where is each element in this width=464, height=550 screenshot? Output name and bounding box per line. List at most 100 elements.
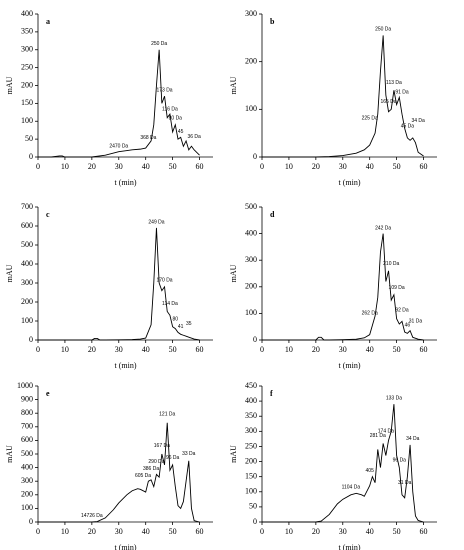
x-tick-label: 60: [420, 162, 428, 171]
chromatogram-line: [262, 404, 424, 523]
x-tick-label: 30: [339, 162, 347, 171]
peak-annotation: 281 Da: [370, 433, 386, 439]
y-tick-label: 250: [245, 441, 257, 450]
x-tick-label: 0: [36, 345, 40, 354]
y-axis-label: mAU: [229, 76, 238, 94]
x-axis-label: t (min): [339, 543, 361, 550]
x-tick-label: 20: [88, 345, 96, 354]
y-tick-label: 200: [21, 80, 33, 89]
y-tick-label: 400: [21, 9, 33, 18]
y-tick-label: 0: [253, 335, 257, 344]
peak-annotation: 170 Da: [156, 277, 172, 283]
peak-annotation: 116 Da: [162, 107, 178, 113]
y-tick-label: 0: [253, 517, 257, 526]
chromatogram-line: [262, 35, 424, 158]
peak-annotation: 34 Da: [406, 436, 420, 442]
peak-annotation: 173 Da: [156, 88, 172, 94]
x-tick-label: 40: [366, 527, 374, 536]
y-tick-label: 300: [21, 278, 33, 287]
x-tick-label: 20: [88, 162, 96, 171]
peak-annotation: 1104 Da: [342, 485, 361, 491]
peak-annotation: 121 Da: [159, 412, 175, 418]
x-tick-label: 0: [36, 162, 40, 171]
peak-annotation: 114 Da: [162, 301, 178, 307]
x-tick-label: 60: [196, 527, 204, 536]
peak-annotation: 80: [173, 316, 179, 322]
peak-annotation: 249 Da: [148, 219, 164, 225]
peak-annotation: 250 Da: [151, 41, 167, 47]
peak-annotation: 174 Da: [378, 429, 394, 435]
y-axis-label: mAU: [229, 445, 238, 463]
y-tick-label: 50: [249, 502, 257, 511]
peak-annotation: 45 Da: [401, 124, 415, 130]
x-tick-label: 50: [169, 345, 177, 354]
y-tick-label: 150: [21, 98, 33, 107]
x-tick-label: 0: [36, 527, 40, 536]
peak-annotation: 34 Da: [411, 118, 425, 124]
peak-annotation: 91 Da: [395, 89, 409, 95]
panel-letter: e: [46, 389, 50, 398]
y-axis-label: mAU: [5, 264, 14, 282]
peak-annotation: 109 Da: [389, 285, 405, 291]
peak-annotation: 36 Da: [187, 134, 201, 140]
y-axis-label: mAU: [229, 264, 238, 282]
y-tick-label: 200: [21, 297, 33, 306]
peak-annotation: 46: [405, 322, 411, 328]
x-tick-label: 50: [393, 345, 401, 354]
peak-annotation: 290 Da: [148, 459, 164, 465]
x-tick-label: 10: [285, 162, 293, 171]
chromatogram-line: [38, 422, 200, 523]
y-tick-label: 500: [21, 240, 33, 249]
peak-annotation: 41: [178, 324, 184, 330]
y-tick-label: 600: [21, 435, 33, 444]
y-tick-label: 200: [21, 490, 33, 499]
x-tick-label: 20: [88, 527, 96, 536]
y-tick-label: 500: [21, 449, 33, 458]
y-tick-label: 200: [245, 56, 257, 65]
y-tick-label: 500: [245, 202, 257, 211]
y-tick-label: 0: [29, 152, 33, 161]
x-axis-label: t (min): [115, 543, 137, 550]
x-tick-label: 0: [260, 162, 264, 171]
y-tick-label: 400: [21, 462, 33, 471]
y-tick-label: 50: [25, 134, 33, 143]
peak-annotation: 92 Da: [395, 308, 409, 314]
y-tick-label: 100: [245, 308, 257, 317]
y-tick-label: 350: [245, 411, 257, 420]
x-axis-label: t (min): [115, 178, 137, 187]
peak-annotation: 14726 Da: [81, 513, 103, 519]
y-tick-label: 400: [21, 259, 33, 268]
y-tick-label: 400: [245, 228, 257, 237]
y-tick-label: 300: [245, 426, 257, 435]
x-tick-label: 20: [312, 527, 320, 536]
y-tick-label: 0: [29, 517, 33, 526]
y-tick-label: 350: [21, 27, 33, 36]
peak-annotation: 96 Da: [393, 457, 407, 463]
x-axis-label: t (min): [339, 361, 361, 370]
x-tick-label: 10: [61, 162, 69, 171]
y-tick-label: 600: [21, 221, 33, 230]
x-tick-label: 40: [142, 162, 150, 171]
x-tick-label: 60: [196, 345, 204, 354]
peak-annotation: 368 Da: [140, 135, 156, 141]
peak-annotation: 96 Da: [166, 455, 180, 461]
x-tick-label: 10: [285, 345, 293, 354]
x-tick-label: 10: [285, 527, 293, 536]
y-tick-label: 250: [21, 62, 33, 71]
peak-annotation: 35: [186, 321, 192, 327]
peak-annotation: 405: [366, 468, 375, 474]
peak-annotation: 167 Da: [154, 443, 170, 449]
x-tick-label: 30: [115, 345, 123, 354]
panel-letter: a: [46, 17, 50, 26]
y-tick-label: 100: [21, 316, 33, 325]
x-tick-label: 50: [169, 527, 177, 536]
panel-letter: b: [270, 17, 275, 26]
chromatogram-line: [262, 233, 424, 341]
y-tick-label: 1000: [17, 381, 33, 390]
peak-annotation: 133 Da: [386, 395, 402, 401]
peak-annotation: 225 Da: [362, 116, 378, 122]
x-tick-label: 20: [312, 162, 320, 171]
x-axis-label: t (min): [339, 178, 361, 187]
y-tick-label: 700: [21, 202, 33, 211]
